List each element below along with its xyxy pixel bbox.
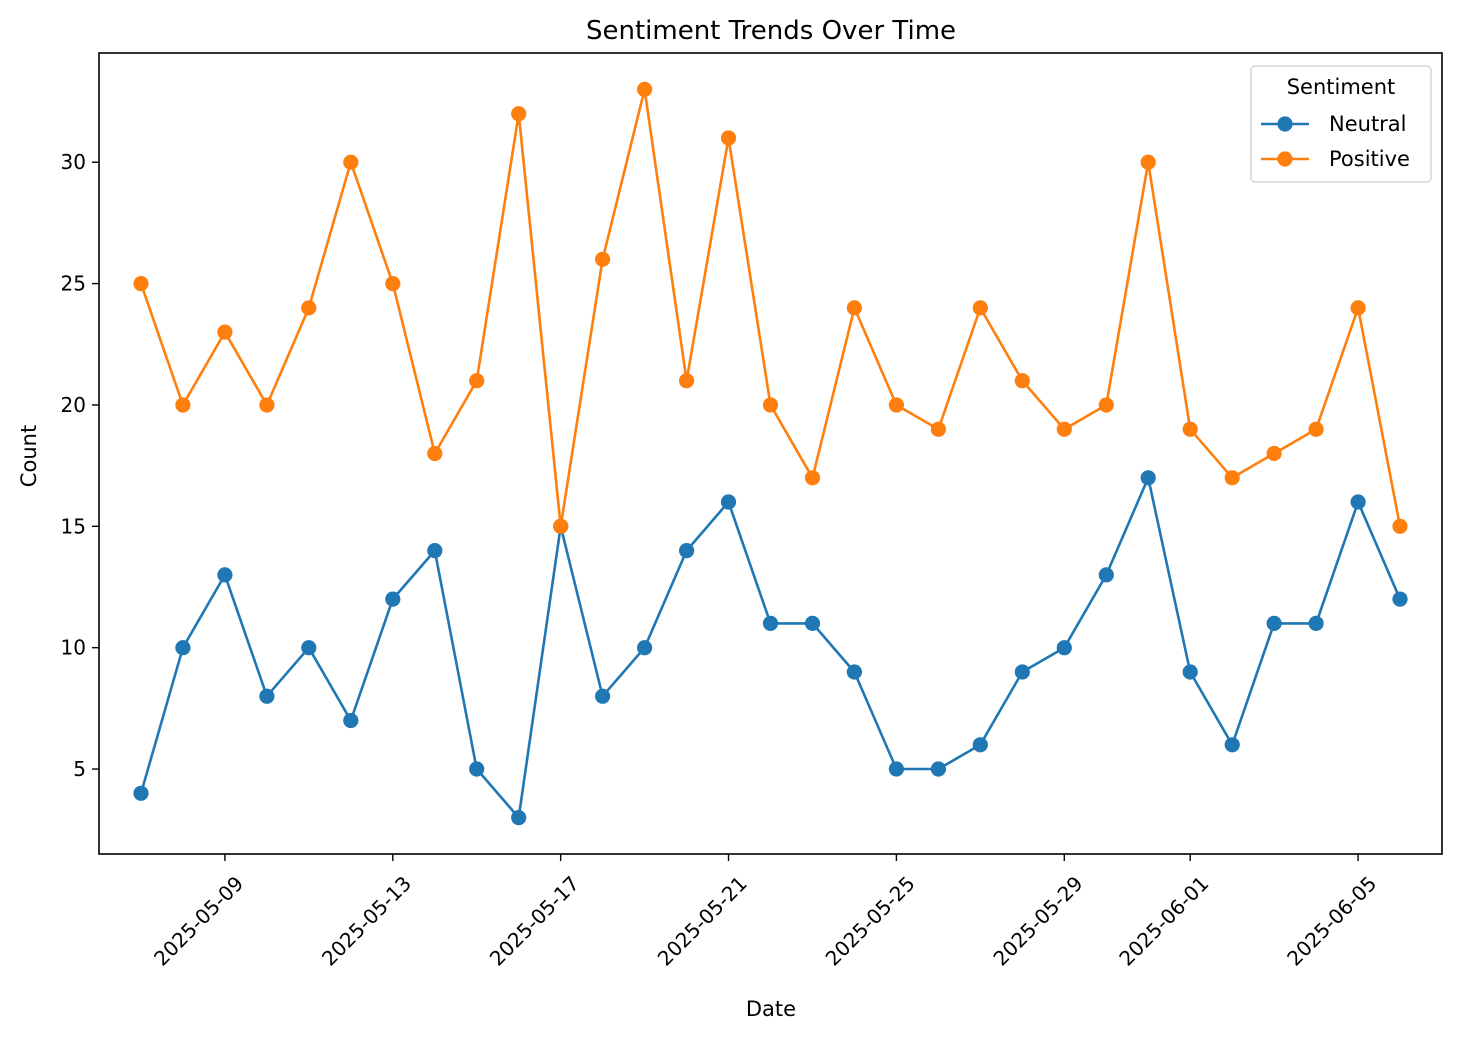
y-tick-label: 25 bbox=[61, 272, 86, 296]
data-point-positive bbox=[1098, 397, 1114, 413]
data-point-neutral bbox=[1350, 494, 1366, 510]
data-point-positive bbox=[1224, 470, 1240, 486]
data-point-neutral bbox=[1056, 640, 1072, 656]
data-point-neutral bbox=[343, 712, 359, 729]
legend-label: Positive bbox=[1329, 147, 1410, 171]
legend-title: Sentiment bbox=[1287, 75, 1396, 99]
data-point-positive bbox=[762, 397, 779, 413]
data-point-positive bbox=[1140, 154, 1156, 170]
y-tick-label: 10 bbox=[61, 636, 86, 660]
legend-box bbox=[1250, 65, 1432, 183]
legend-item-positive: Positive bbox=[1261, 147, 1410, 171]
data-point-positive bbox=[804, 470, 821, 486]
data-point-positive bbox=[511, 106, 527, 122]
data-point-neutral bbox=[804, 615, 821, 632]
data-point-positive bbox=[930, 421, 947, 437]
data-point-neutral bbox=[1392, 591, 1408, 607]
data-point-positive bbox=[553, 518, 569, 534]
data-point-positive bbox=[385, 276, 401, 292]
data-point-neutral bbox=[595, 688, 611, 704]
data-point-neutral bbox=[427, 543, 443, 559]
data-point-positive bbox=[637, 81, 653, 97]
data-point-neutral bbox=[930, 761, 947, 777]
data-point-positive bbox=[720, 130, 737, 146]
data-point-neutral bbox=[846, 664, 863, 680]
data-point-neutral bbox=[301, 640, 317, 656]
data-point-neutral bbox=[469, 761, 485, 777]
data-point-neutral bbox=[679, 543, 695, 559]
series-positive bbox=[133, 81, 1408, 534]
data-point-neutral bbox=[1224, 737, 1240, 753]
data-point-neutral bbox=[217, 567, 233, 583]
data-point-positive bbox=[133, 276, 149, 292]
series-neutral bbox=[133, 470, 1408, 826]
plot-frame bbox=[98, 52, 1443, 855]
data-point-neutral bbox=[637, 640, 653, 656]
y-tick-label: 15 bbox=[61, 514, 86, 538]
data-point-positive bbox=[1182, 421, 1198, 437]
legend-marker bbox=[1277, 151, 1293, 167]
y-tick-label: 20 bbox=[61, 393, 86, 417]
y-tick-label: 30 bbox=[61, 150, 86, 174]
data-point-positive bbox=[595, 251, 611, 267]
data-point-positive bbox=[301, 300, 317, 316]
data-point-neutral bbox=[1098, 567, 1114, 583]
x-axis-label: Date bbox=[746, 997, 796, 1021]
data-point-neutral bbox=[175, 640, 191, 656]
data-point-positive bbox=[1350, 300, 1366, 316]
data-point-neutral bbox=[1182, 664, 1198, 680]
plot-area bbox=[133, 81, 1408, 826]
legend: Sentiment Neutral Positive bbox=[1250, 65, 1432, 183]
y-tick-label: 5 bbox=[73, 757, 86, 781]
data-point-positive bbox=[1308, 421, 1324, 437]
data-point-positive bbox=[1056, 421, 1072, 437]
data-point-positive bbox=[679, 373, 695, 389]
data-point-neutral bbox=[133, 785, 149, 801]
chart-title: Sentiment Trends Over Time bbox=[586, 16, 956, 46]
legend-marker bbox=[1277, 116, 1293, 132]
legend-item-neutral: Neutral bbox=[1261, 112, 1407, 136]
data-point-positive bbox=[1014, 373, 1030, 389]
data-point-neutral bbox=[762, 615, 779, 632]
data-point-neutral bbox=[1140, 470, 1156, 486]
data-point-positive bbox=[972, 300, 988, 316]
y-axis-label: Count bbox=[17, 425, 41, 487]
data-point-positive bbox=[427, 445, 443, 462]
data-point-positive bbox=[1392, 518, 1408, 534]
data-point-positive bbox=[888, 397, 905, 413]
data-point-neutral bbox=[385, 591, 401, 607]
y-axis: 5 10 15 20 25 30 bbox=[61, 150, 99, 781]
data-point-positive bbox=[469, 373, 485, 389]
data-point-neutral bbox=[1266, 615, 1282, 632]
data-point-positive bbox=[217, 324, 233, 340]
data-point-positive bbox=[846, 300, 863, 316]
data-point-positive bbox=[175, 397, 191, 413]
data-point-neutral bbox=[972, 737, 988, 753]
data-point-neutral bbox=[888, 761, 905, 777]
data-point-positive bbox=[1266, 445, 1282, 462]
legend-label: Neutral bbox=[1329, 112, 1407, 136]
data-point-neutral bbox=[720, 494, 737, 510]
data-point-neutral bbox=[259, 688, 275, 704]
data-point-positive bbox=[343, 154, 359, 170]
data-point-positive bbox=[259, 397, 275, 413]
data-point-neutral bbox=[1308, 615, 1324, 632]
data-point-neutral bbox=[1014, 664, 1030, 680]
data-point-neutral bbox=[511, 810, 527, 826]
